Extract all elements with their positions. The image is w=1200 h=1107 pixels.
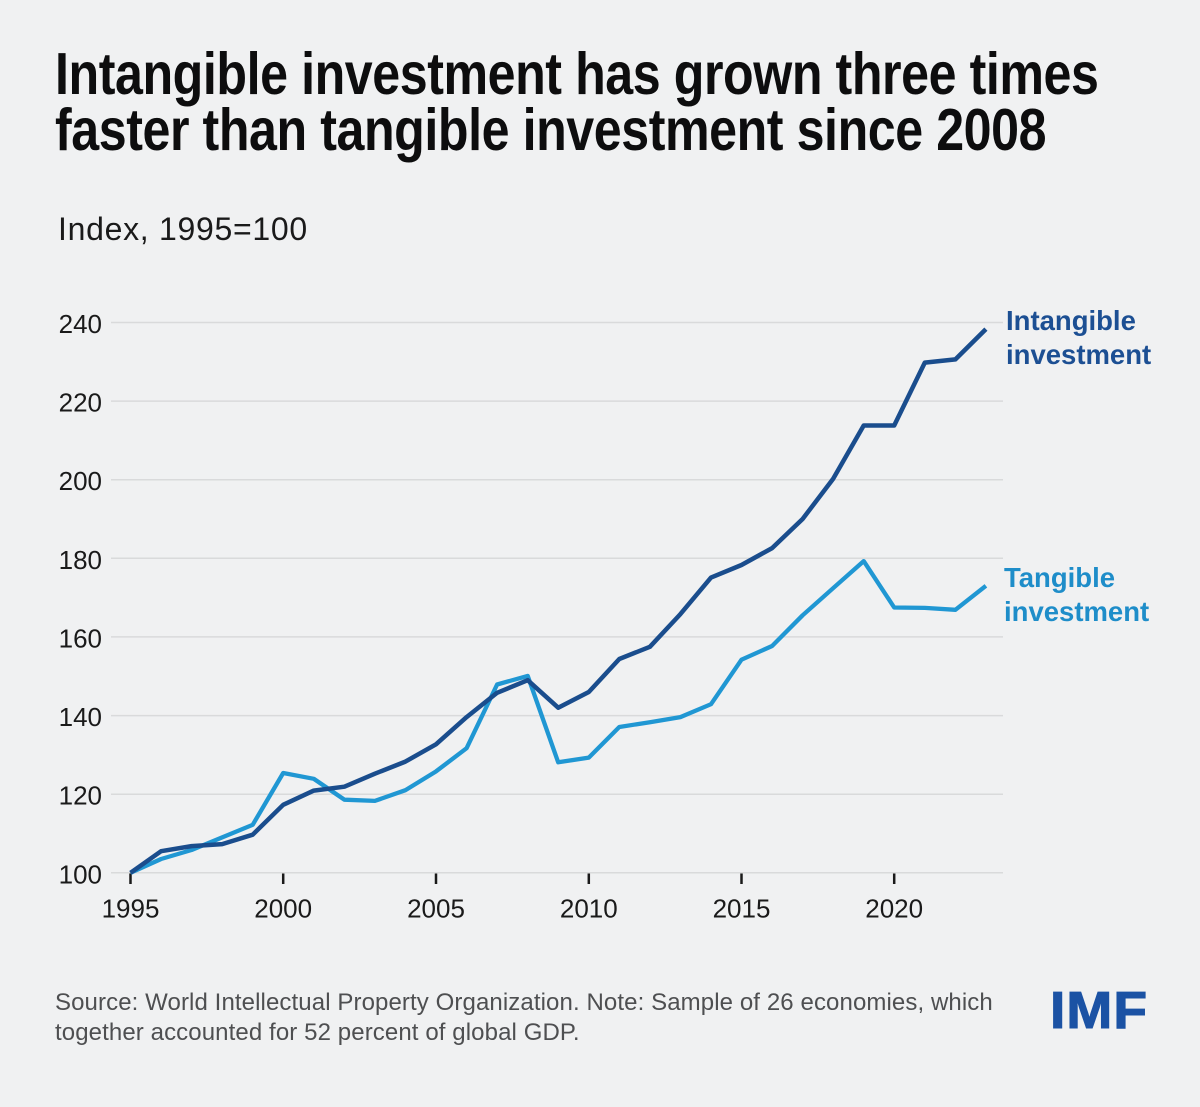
svg-text:2000: 2000 <box>254 894 312 924</box>
svg-text:2010: 2010 <box>560 894 618 924</box>
svg-text:200: 200 <box>59 466 102 496</box>
svg-text:2020: 2020 <box>865 894 923 924</box>
svg-text:140: 140 <box>59 702 102 732</box>
svg-text:180: 180 <box>59 545 102 575</box>
svg-text:220: 220 <box>59 388 102 418</box>
svg-text:100: 100 <box>59 859 102 889</box>
svg-text:2015: 2015 <box>713 894 771 924</box>
svg-text:240: 240 <box>59 309 102 339</box>
svg-text:1995: 1995 <box>102 894 160 924</box>
svg-text:120: 120 <box>59 781 102 811</box>
svg-text:2005: 2005 <box>407 894 465 924</box>
svg-text:160: 160 <box>59 623 102 653</box>
